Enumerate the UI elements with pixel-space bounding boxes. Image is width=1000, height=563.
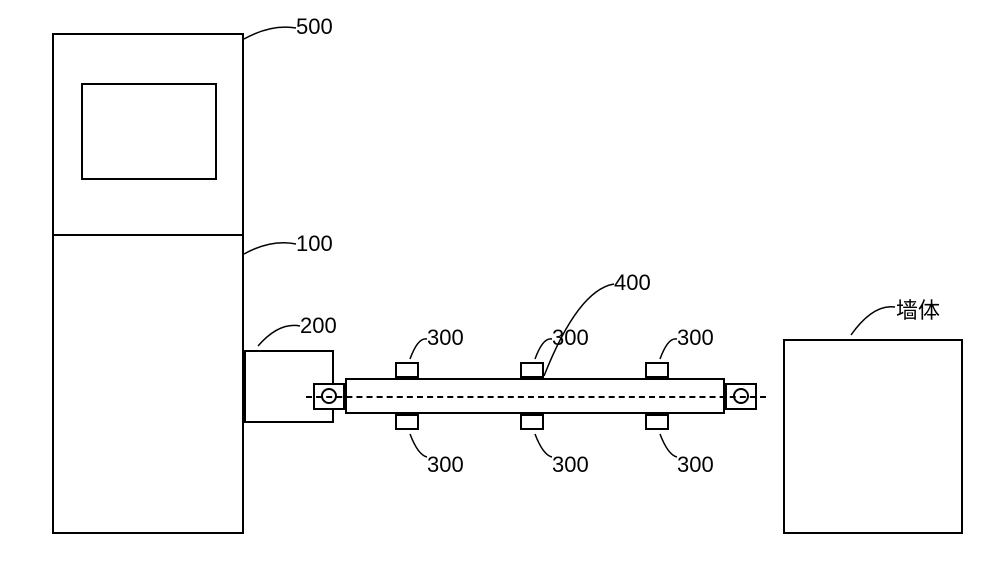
label-200: 200 — [300, 313, 337, 339]
tab-bottom-2 — [520, 414, 544, 430]
label-100: 100 — [296, 231, 333, 257]
tab-top-1 — [395, 362, 419, 378]
leader-300-b1 — [410, 434, 427, 457]
label-400: 400 — [614, 270, 651, 296]
leader-500 — [244, 27, 296, 39]
label-300-b3: 300 — [677, 452, 714, 478]
tower-divider — [52, 234, 244, 236]
leader-300-b2 — [535, 434, 552, 457]
leader-300-b3 — [660, 434, 677, 457]
label-300-b2: 300 — [552, 452, 589, 478]
label-500: 500 — [296, 14, 333, 40]
wall-block — [783, 339, 963, 534]
label-300-t3: 300 — [677, 325, 714, 351]
tab-top-3 — [645, 362, 669, 378]
leader-300-t2 — [535, 339, 552, 359]
tower-screen — [81, 83, 217, 180]
leader-200 — [258, 325, 300, 346]
label-300-b1: 300 — [427, 452, 464, 478]
tab-bottom-1 — [395, 414, 419, 430]
tab-top-2 — [520, 362, 544, 378]
label-300-t1: 300 — [427, 325, 464, 351]
leader-100 — [244, 243, 296, 254]
label-300-t2: 300 — [552, 325, 589, 351]
axis-line — [306, 396, 766, 398]
leader-wall — [851, 307, 895, 335]
leader-300-t1 — [410, 339, 427, 359]
tab-bottom-3 — [645, 414, 669, 430]
label-wall: 墙体 — [896, 293, 940, 325]
leader-300-t3 — [660, 339, 677, 359]
